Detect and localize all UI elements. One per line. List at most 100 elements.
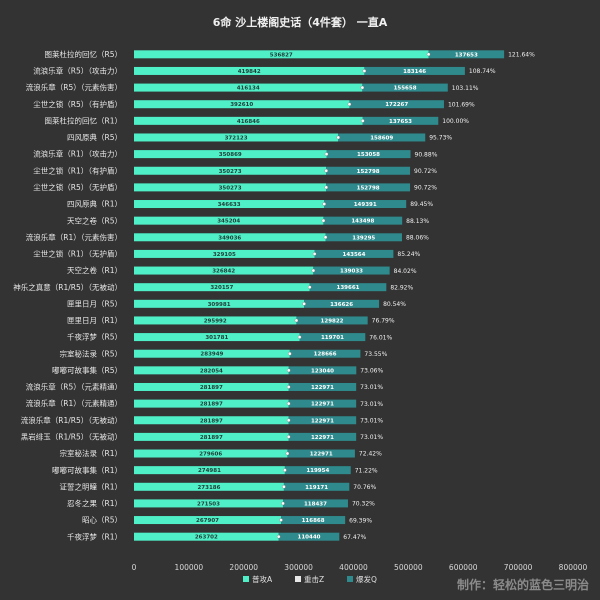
segment-marker xyxy=(282,485,286,489)
data-label-q: 129822 xyxy=(321,318,344,324)
percent-label: 121.64% xyxy=(508,52,535,59)
segment-marker xyxy=(324,185,328,190)
category-label: 千夜浮梦（R5） xyxy=(67,332,122,342)
data-label-q: 122971 xyxy=(311,385,334,391)
bar-attack-a xyxy=(134,83,363,92)
data-label-a: 320157 xyxy=(210,285,233,291)
segment-marker xyxy=(302,302,306,306)
data-label-q: 139661 xyxy=(337,285,360,291)
bar-attack-a xyxy=(134,183,327,192)
data-label-a: 301781 xyxy=(205,335,228,341)
category-label: 昭心（R5） xyxy=(82,516,122,525)
bar-burst-q xyxy=(323,216,403,225)
bar-burst-q xyxy=(282,499,348,508)
segment-marker xyxy=(426,52,431,57)
data-label-q: 155658 xyxy=(394,86,417,92)
data-label-a: 350273 xyxy=(219,185,242,191)
bar-burst-q xyxy=(288,366,357,375)
category-label: 宗室秘法录（R1） xyxy=(60,448,122,458)
category-label: 尘世之锁（R5）（无护盾） xyxy=(33,182,122,192)
percent-label: 76.01% xyxy=(369,334,392,341)
data-label-a: 349036 xyxy=(218,235,241,241)
data-label-a: 309981 xyxy=(208,302,231,308)
percent-label: 101.69% xyxy=(448,101,475,108)
bar-attack-a xyxy=(134,150,327,159)
x-tick-label: 700000 xyxy=(504,563,533,572)
bar-burst-q xyxy=(314,249,394,258)
category-label: 流浪乐章（R5）（元素伤害） xyxy=(26,82,122,92)
data-label-q: 139295 xyxy=(352,235,375,241)
category-label: 天空之卷（R5） xyxy=(67,215,122,225)
legend-label: 重击Z xyxy=(304,574,324,584)
percent-label: 70.76% xyxy=(353,484,376,491)
bar-burst-q xyxy=(283,482,350,491)
bar-burst-q xyxy=(296,316,368,325)
category-label: 天空之卷（R1） xyxy=(67,265,122,275)
bar-attack-a xyxy=(134,200,325,209)
data-label-q: 172267 xyxy=(385,102,408,108)
x-tick-label: 400000 xyxy=(339,563,368,572)
segment-marker xyxy=(286,385,291,389)
segment-marker xyxy=(281,501,285,506)
data-label-q: 143498 xyxy=(351,219,374,225)
bar-attack-a xyxy=(134,66,365,75)
x-tick-label: 200000 xyxy=(229,563,258,572)
data-label-a: 279606 xyxy=(199,452,222,458)
percent-label: 100.00% xyxy=(442,118,469,125)
percent-label: 88.13% xyxy=(406,218,429,225)
data-label-a: 281897 xyxy=(200,385,223,391)
segment-marker xyxy=(286,401,291,406)
bar-attack-a xyxy=(134,516,282,525)
percent-label: 90.72% xyxy=(414,185,437,192)
data-label-q: 122971 xyxy=(311,435,334,441)
data-label-a: 283949 xyxy=(200,352,223,358)
data-label-q: 128666 xyxy=(314,352,337,358)
percent-label: 108.74% xyxy=(469,68,496,75)
bar-burst-q xyxy=(325,233,402,242)
data-label-q: 122971 xyxy=(310,452,333,458)
bar-attack-a xyxy=(134,216,324,225)
data-label-q: 110440 xyxy=(298,535,321,541)
bar-burst-q xyxy=(288,382,357,391)
category-label: 嘟嘟可故事集（R1） xyxy=(52,465,122,475)
chart-title: 6命 沙上楼阁史话（4件套） 一直A xyxy=(213,15,388,29)
bar-attack-a xyxy=(134,466,285,475)
data-label-a: 295992 xyxy=(204,318,227,324)
data-label-a: 281897 xyxy=(200,418,223,424)
data-label-q: 158609 xyxy=(370,135,393,141)
percent-label: 85.24% xyxy=(397,251,420,258)
bar-attack-a xyxy=(134,499,283,508)
data-label-a: 536827 xyxy=(270,52,293,58)
category-label: 四风原典（R1） xyxy=(67,199,122,209)
data-label-a: 274981 xyxy=(198,468,221,474)
data-label-a: 329105 xyxy=(213,252,236,258)
bars-layer: 536827 137653 121.64% 419842 183146 108.74% 41… xyxy=(134,50,535,541)
percent-label: 73.01% xyxy=(360,417,383,424)
data-label-a: 372123 xyxy=(225,135,248,141)
bar-burst-q xyxy=(324,200,407,209)
bar-burst-q xyxy=(284,466,351,475)
bar-attack-a xyxy=(134,50,429,59)
data-label-q: 139033 xyxy=(340,269,363,275)
bar-attack-a xyxy=(134,416,289,425)
data-label-q: 143564 xyxy=(343,252,366,258)
bar-burst-q xyxy=(349,100,444,109)
segment-marker xyxy=(347,102,352,106)
category-label: 黑岩绯玉（R1/R5）（无被动） xyxy=(21,431,122,441)
data-label-a: 271503 xyxy=(197,501,220,507)
segment-marker xyxy=(324,168,328,173)
category-label: 尘世之锁（R1）（无护盾） xyxy=(33,249,122,259)
percent-label: 90.72% xyxy=(414,168,437,175)
data-label-a: 267907 xyxy=(196,518,219,524)
data-label-a: 350273 xyxy=(219,169,242,175)
data-label-a: 326842 xyxy=(212,269,235,275)
segment-marker xyxy=(307,285,312,289)
data-label-a: 273186 xyxy=(197,485,220,491)
percent-label: 73.01% xyxy=(360,384,383,391)
bar-burst-q xyxy=(364,66,465,75)
bar-attack-a xyxy=(134,283,310,292)
data-label-q: 119701 xyxy=(321,335,344,341)
x-tick-label: 100000 xyxy=(175,563,204,572)
x-tick-label: 800000 xyxy=(559,563,588,572)
percent-label: 67.47% xyxy=(343,534,366,541)
